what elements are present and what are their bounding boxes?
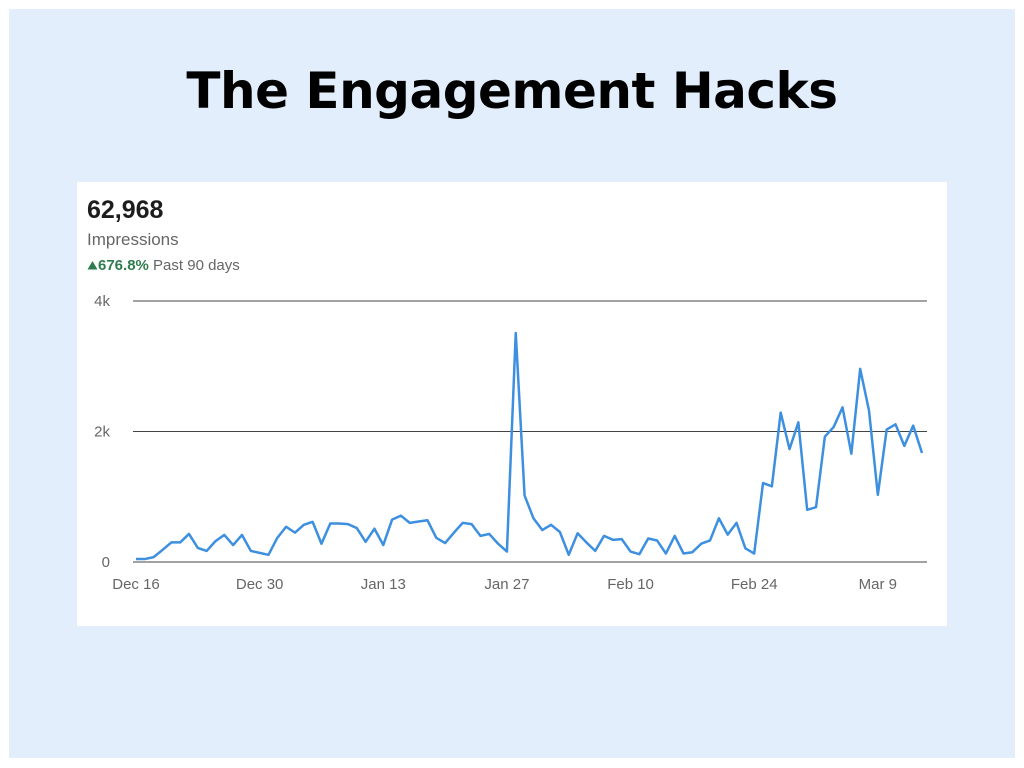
up-arrow xyxy=(87,261,98,270)
x-tick-label: Feb 10 xyxy=(607,576,654,593)
change-value: 676.8% xyxy=(98,257,149,274)
x-tick-label: Feb 24 xyxy=(731,576,778,593)
x-tick-label: Dec 30 xyxy=(236,576,284,593)
y-tick-label: 2k xyxy=(94,423,110,440)
slide-title: The Engagement Hacks xyxy=(186,62,838,120)
y-tick-label: 0 xyxy=(102,554,110,571)
y-tick-label: 4k xyxy=(94,293,110,310)
period: Past 90 days xyxy=(153,257,240,274)
x-tick-label: Dec 16 xyxy=(112,576,160,593)
x-tick-label: Jan 27 xyxy=(484,576,529,593)
total-value: 62,968 xyxy=(87,196,164,224)
line xyxy=(136,331,924,561)
metric-label: Impressions xyxy=(87,230,179,249)
change-row: 676.8% Past 90 days xyxy=(87,257,240,274)
x-tick-label: Jan 13 xyxy=(361,576,406,593)
chart-card: 62,968 Impressions 676.8% Past 90 days xyxy=(77,182,947,626)
x-tick-label: Mar 9 xyxy=(859,576,897,593)
